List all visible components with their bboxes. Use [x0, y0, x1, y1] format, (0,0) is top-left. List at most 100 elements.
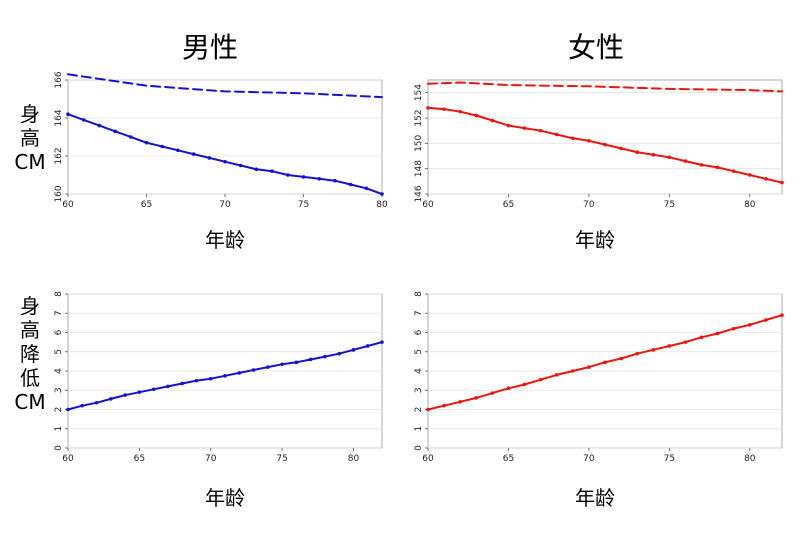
female-title: 女性: [567, 31, 624, 64]
female-height-data-point: [474, 113, 479, 118]
male-loss-data-point: [251, 368, 256, 372]
female-loss-data-point: [506, 386, 511, 391]
female-height-data-point: [571, 136, 575, 141]
female-loss-data-point: [587, 365, 591, 369]
male-loss-data-point: [365, 344, 370, 348]
female-loss-data-point: [699, 335, 704, 340]
female-height-ytick-label: 154: [414, 84, 424, 101]
male-loss-data-point: [109, 397, 113, 401]
female-height-data-point: [651, 152, 656, 157]
female-loss-data-point: [522, 382, 527, 387]
female-loss-ytick-label: 0: [414, 445, 424, 451]
female-loss-data-point: [780, 313, 784, 317]
male-height-data-point: [129, 135, 133, 139]
male-loss-data-point: [137, 390, 142, 394]
female-height-data-point: [780, 180, 784, 185]
height-loss-axis-label: 身 高 降 低 CM: [8, 294, 52, 414]
male-loss-ytick-label: 4: [54, 368, 64, 374]
female-height-data-point: [442, 107, 446, 111]
male-loss-data-point: [280, 362, 284, 367]
female-height-data-point: [748, 173, 752, 177]
female-height-loss-chart: 0 1 2 3 4 5 6 7 8 60 65 70 75 80: [414, 291, 784, 464]
female-height-data-point: [522, 126, 527, 130]
male-loss-data-point: [308, 357, 313, 362]
female-height-xtick-label: 80: [744, 200, 756, 210]
female-height-data-point: [667, 155, 672, 160]
male-title: 男性: [181, 31, 238, 64]
male-loss-data-point: [208, 376, 213, 381]
female-loss-data-point: [554, 373, 559, 377]
male-loss-ytick-label: 1: [54, 426, 64, 432]
male-height-xtick-label: 70: [219, 200, 231, 210]
male-height-xtick-label: 75: [298, 200, 309, 210]
female-loss-data-point: [764, 318, 768, 322]
male-loss-ytick-label: 0: [54, 445, 64, 451]
male-loss-data-point: [180, 381, 184, 386]
height-label-unit: CM: [14, 150, 46, 174]
female-height-ytick-label: 152: [414, 109, 424, 126]
male-loss-ytick-label: 8: [54, 291, 64, 297]
height-label-char-2: 高: [20, 126, 40, 150]
female-height-dashed-line: [427, 81, 783, 93]
female-loss-data-point: [667, 344, 672, 348]
male-height-ytick-label: 160: [54, 185, 64, 202]
male-loss-ytick-label: 6: [54, 329, 64, 335]
female-loss-ytick-label: 4: [414, 368, 424, 374]
female-height-data-point: [715, 165, 720, 170]
male-height-data-point: [270, 169, 274, 173]
male-loss-data-point: [94, 400, 99, 405]
female-loss-ytick-label: 5: [414, 349, 424, 355]
female-height-data-point: [699, 163, 704, 167]
male-height-ytick-label: 164: [54, 109, 64, 126]
female-height-ytick-label: 150: [414, 134, 424, 151]
male-loss-data-point: [151, 387, 156, 392]
female-height-xtick-label: 70: [583, 200, 595, 210]
male-loss-ytick-label: 2: [54, 407, 64, 413]
male-height-data-point: [113, 129, 117, 134]
female-loss-xtick-label: 60: [422, 454, 434, 464]
male-loss-data-point: [337, 351, 341, 356]
loss-label-unit: CM: [14, 390, 46, 414]
male-height-data-point: [160, 144, 164, 149]
female-loss-data-point: [474, 396, 479, 400]
female-height-ytick-label: 148: [414, 160, 424, 177]
female-height-data-point: [426, 106, 430, 110]
male-loss-data-point: [323, 354, 327, 359]
female-loss-ytick-label: 1: [414, 426, 424, 432]
male-height-dashed-line: [67, 73, 383, 99]
female-height-xtick-label: 65: [503, 200, 514, 210]
loss-label-char-1: 身: [20, 294, 40, 318]
female-loss-xlabel: 年龄: [575, 486, 615, 510]
female-loss-data-point: [683, 340, 688, 344]
female-loss-xtick-label: 75: [664, 454, 675, 464]
male-height-ytick-label: 166: [54, 71, 64, 88]
male-height-data-point: [333, 178, 337, 183]
male-height-data-point: [380, 192, 384, 196]
female-loss-ytick-label: 8: [414, 291, 424, 297]
male-loss-data-point: [351, 348, 356, 352]
female-height-data-point: [554, 132, 559, 137]
male-loss-ytick-label: 7: [54, 310, 64, 316]
female-height-xtick-label: 60: [422, 200, 434, 210]
male-height-data-point: [223, 159, 227, 164]
female-loss-xtick-label: 80: [744, 454, 756, 464]
height-axis-label: 身 高 CM: [8, 102, 52, 174]
female-loss-data-point: [603, 360, 607, 365]
male-height-ytick-label: 162: [54, 147, 64, 164]
male-loss-data-point: [80, 403, 85, 408]
male-loss-xtick-label: 80: [348, 454, 360, 464]
female-loss-ytick-label: 3: [414, 387, 424, 393]
male-loss-data-point: [294, 360, 299, 365]
male-height-data-point: [81, 118, 86, 122]
female-loss-xtick-label: 70: [583, 454, 595, 464]
female-loss-data-point: [538, 377, 543, 382]
male-height-data-point: [144, 140, 149, 145]
male-loss-xtick-label: 70: [205, 454, 217, 464]
male-loss-xtick-label: 60: [62, 454, 74, 464]
male-height-data-point: [97, 123, 102, 128]
female-loss-ytick-label: 7: [414, 310, 424, 316]
female-height-data-point: [587, 139, 591, 143]
loss-label-char-4: 低: [20, 366, 40, 390]
female-height-data-point: [731, 169, 736, 173]
male-height-xtick-label: 60: [62, 200, 74, 210]
